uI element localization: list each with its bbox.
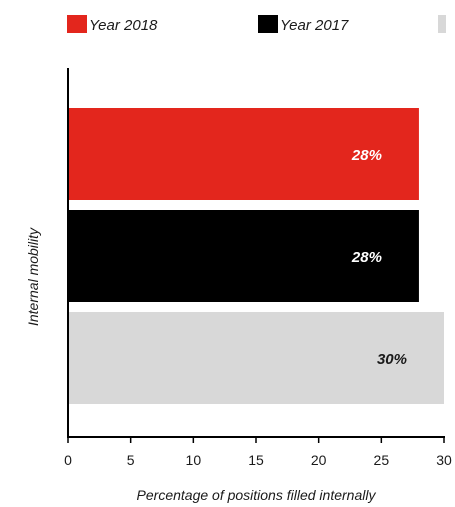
x-tick-label-25: 25 — [374, 452, 390, 468]
legend-swatch-1 — [67, 15, 87, 33]
x-tick-label-20: 20 — [311, 452, 327, 468]
legend-swatch-3 — [438, 15, 446, 33]
x-axis-title: Percentage of positions filled internall… — [137, 487, 377, 503]
x-tick-label-10: 10 — [186, 452, 202, 468]
legend-label-1: Year 2018 — [89, 17, 158, 34]
bar-1 — [68, 108, 419, 200]
x-axis-ticks: 0 5 10 15 20 25 30 — [64, 437, 452, 468]
legend: Year 2018 Year 2017 — [67, 15, 446, 34]
legend-label-2: Year 2017 — [280, 17, 349, 34]
x-tick-label-0: 0 — [64, 452, 72, 468]
bar-3 — [68, 312, 444, 404]
legend-swatch-2 — [258, 15, 278, 33]
bars: 28% 28% 30% — [68, 108, 444, 404]
x-tick-label-5: 5 — [127, 452, 135, 468]
x-tick-label-15: 15 — [248, 452, 264, 468]
bar-3-label: 30% — [377, 351, 407, 368]
bar-2 — [68, 210, 419, 302]
y-axis-title: Internal mobility — [25, 227, 41, 326]
bar-1-label: 28% — [351, 147, 382, 164]
x-tick-label-30: 30 — [436, 452, 452, 468]
bar-2-label: 28% — [351, 249, 382, 266]
